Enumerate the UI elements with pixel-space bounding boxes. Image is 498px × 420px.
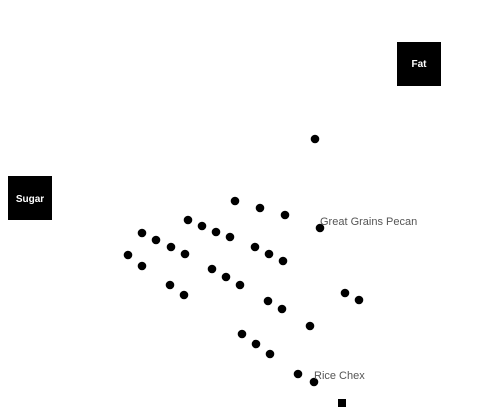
data-point: [255, 203, 265, 213]
labels-layer: Great Grains Pecan Rice Chex: [314, 216, 417, 382]
sugar-anchor-label: Sugar: [16, 194, 44, 205]
data-point: [183, 215, 193, 225]
data-point: [315, 223, 325, 233]
data-point: [207, 264, 217, 274]
data-point: [235, 280, 245, 290]
data-point: [166, 242, 176, 252]
data-point: [354, 295, 364, 305]
data-point: [151, 235, 161, 245]
data-point: [197, 221, 207, 231]
sugar-anchor-box: [8, 176, 52, 220]
data-point: [263, 296, 273, 306]
sugar-anchor: Sugar: [8, 176, 52, 220]
data-point: [293, 369, 303, 379]
data-point: [165, 280, 175, 290]
data-point: [310, 134, 320, 144]
data-point: [251, 339, 261, 349]
data-point: [309, 377, 319, 387]
data-point: [250, 242, 260, 252]
data-point: [278, 256, 288, 266]
point-label: Great Grains Pecan: [320, 216, 417, 228]
data-point: [340, 288, 350, 298]
points-layer: [123, 134, 364, 407]
data-point: [221, 272, 231, 282]
fat-anchor-label: Fat: [412, 59, 428, 70]
data-point: [230, 196, 240, 206]
data-point: [280, 210, 290, 220]
data-point: [237, 329, 247, 339]
data-point: [137, 261, 147, 271]
data-point: [265, 349, 275, 359]
data-point: [179, 290, 189, 300]
data-point: [180, 249, 190, 259]
data-point: [264, 249, 274, 259]
data-point: [338, 399, 346, 407]
data-point: [277, 304, 287, 314]
data-point: [211, 227, 221, 237]
data-point: [225, 232, 235, 242]
data-point: [305, 321, 315, 331]
point-label: Rice Chex: [314, 370, 365, 382]
fat-anchor-box: [397, 42, 441, 86]
data-point: [123, 250, 133, 260]
data-point: [137, 228, 147, 238]
fat-anchor: Fat: [397, 42, 441, 86]
